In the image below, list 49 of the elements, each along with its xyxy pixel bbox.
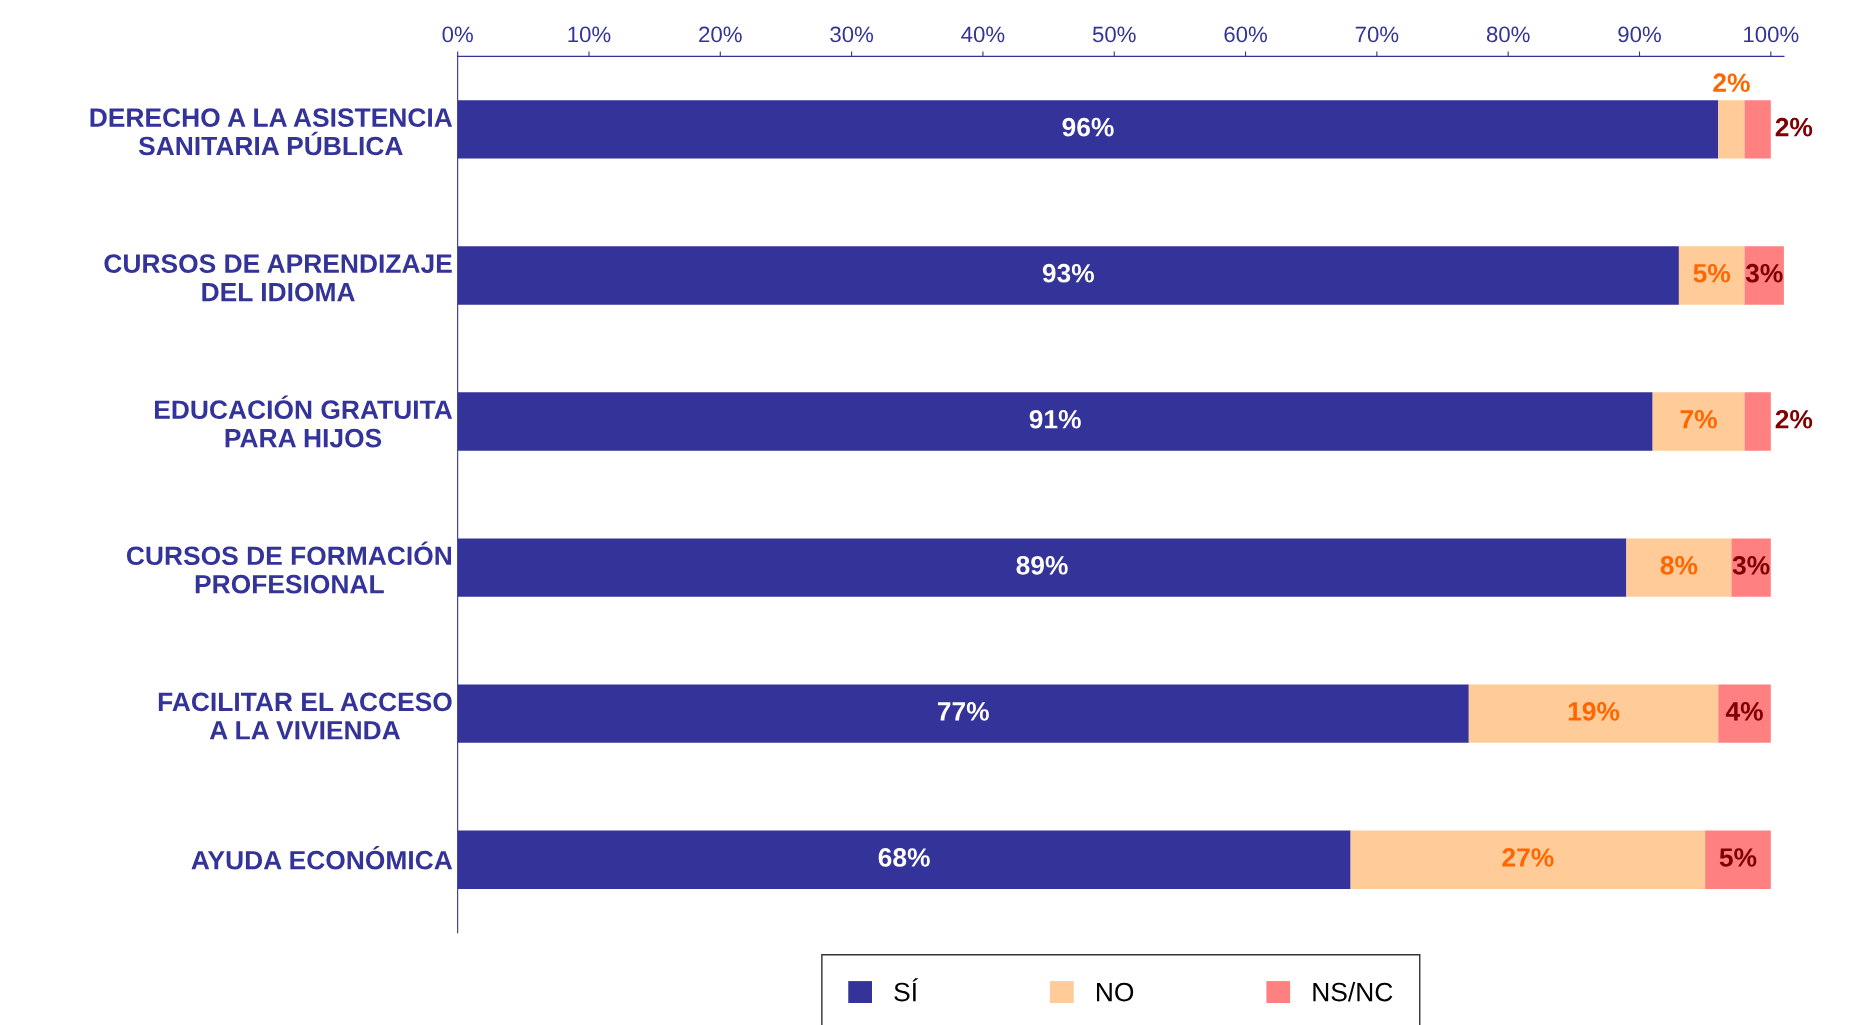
data-label: 3%: [1732, 555, 1770, 575]
x-tick-label: 70%: [1355, 26, 1399, 43]
bar: [1744, 392, 1771, 451]
y-tick-label: AYUDA ECONÓMICA: [191, 845, 453, 870]
data-label: 19%: [1568, 702, 1620, 721]
data-label: 5%: [1719, 848, 1757, 867]
data-label: 93%: [1042, 263, 1094, 283]
bar: [1731, 538, 1771, 597]
bar: [1350, 830, 1706, 889]
data-label: 5%: [1693, 263, 1731, 283]
y-tick-label: CURSOS DE FORMACIÓN PROFESIONAL: [126, 541, 452, 594]
x-tick-label: 0%: [442, 26, 473, 43]
x-tick-label: 90%: [1618, 26, 1661, 43]
x-tick-label: 100%: [1744, 26, 1799, 43]
data-label: 2%: [1775, 117, 1813, 137]
data-label: 96%: [1062, 117, 1114, 137]
bar: [1652, 392, 1745, 451]
data-label: 68%: [878, 848, 930, 867]
bar: [1718, 100, 1745, 159]
y-tick-label: FACILITAR EL ACCESO A LA VIVIENDA: [158, 692, 452, 740]
x-tick-label: 10%: [568, 26, 611, 43]
x-tick-label: 40%: [961, 26, 1005, 43]
data-label: 2%: [1713, 73, 1750, 92]
data-label: 91%: [1029, 409, 1081, 429]
y-tick-label: CURSOS DE APRENDIZAJE DEL IDIOMA: [104, 254, 452, 302]
bar: [1718, 684, 1771, 743]
data-label: 8%: [1660, 555, 1698, 575]
x-tick-label: 60%: [1224, 26, 1267, 43]
bar: [1468, 684, 1719, 743]
data-label: 7%: [1680, 409, 1717, 429]
bar: [1705, 830, 1771, 889]
data-label: 27%: [1502, 848, 1554, 867]
data-label: 89%: [1016, 555, 1068, 575]
x-tick-label: 80%: [1486, 26, 1530, 43]
data-label: 77%: [937, 702, 989, 721]
bar: [1678, 246, 1745, 305]
bar: [1626, 538, 1732, 597]
y-tick-label: EDUCACIÓN GRATUITA PARA HIJOS: [155, 395, 453, 448]
legend-label: NO: [1097, 982, 1134, 1002]
data-label: 3%: [1745, 263, 1783, 283]
data-label: 2%: [1775, 409, 1813, 429]
data-label: 4%: [1725, 702, 1763, 721]
legend-label: SÍ: [894, 978, 918, 1002]
bar: [1744, 100, 1771, 159]
x-tick-label: 20%: [699, 26, 742, 43]
x-tick-label: 30%: [830, 26, 874, 43]
legend-label: NS/NC: [1313, 982, 1393, 1002]
y-tick-label: DERECHO A LA ASISTENCIA SANITARIA PÚBLICA: [90, 108, 453, 156]
x-tick-label: 50%: [1092, 26, 1136, 43]
